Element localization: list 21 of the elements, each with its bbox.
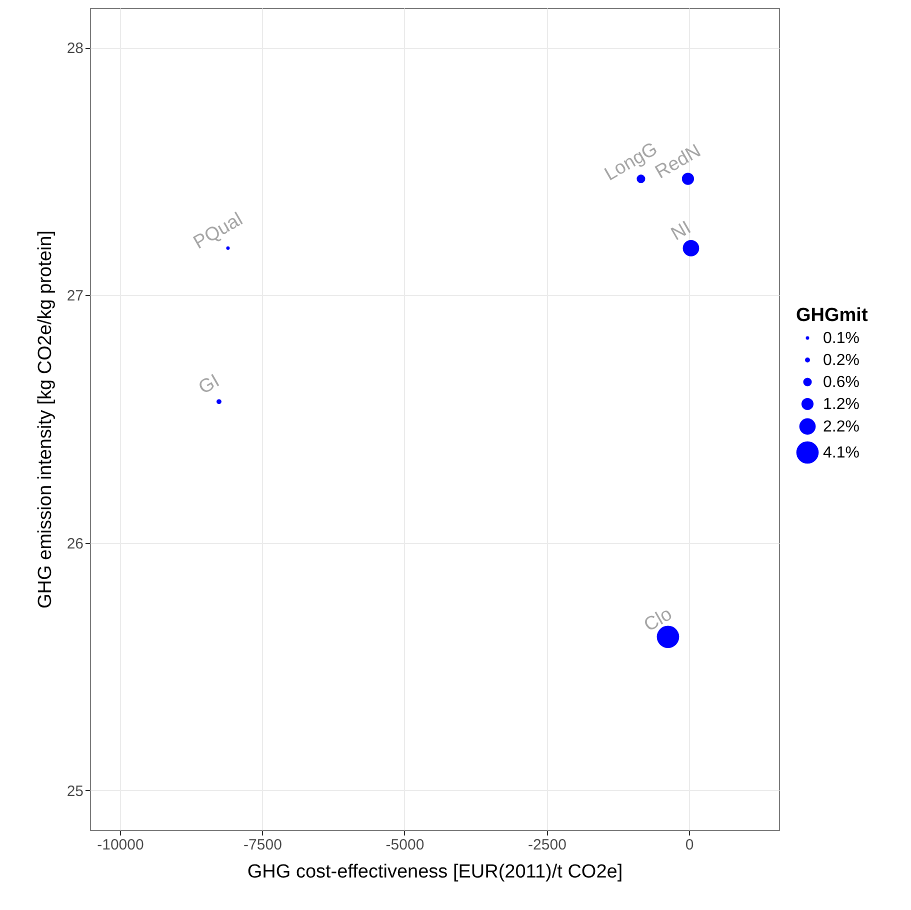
- annotation: GI: [195, 370, 224, 399]
- annotation: NI: [668, 217, 695, 246]
- legend-label: 0.6%: [823, 374, 860, 391]
- y-tick-label: 26: [66, 535, 84, 552]
- annotation: Clo: [640, 604, 676, 636]
- y-tick-label: 25: [66, 782, 84, 800]
- legend-label: 4.1%: [823, 444, 860, 462]
- y-tick-label: 28: [66, 40, 84, 58]
- legend-label: 0.2%: [823, 352, 860, 369]
- legend-label: 1.2%: [823, 396, 860, 413]
- x-tick-label: -10000: [97, 836, 144, 854]
- y-axis-title: GHG emission intensity [kg CO2e/kg protein]: [34, 230, 56, 609]
- x-tick-label: -2500: [528, 836, 566, 854]
- x-axis-title: GHG cost-effectiveness [EUR(2011)/t CO2e]: [247, 862, 623, 882]
- x-tick-label: -5000: [386, 836, 424, 854]
- x-tick-label: 0: [685, 836, 694, 854]
- x-tick-label: -7500: [244, 836, 282, 854]
- y-tick-label: 27: [66, 288, 84, 305]
- legend-title: GHGmit: [796, 305, 868, 326]
- legend-label: 2.2%: [823, 418, 860, 436]
- legend-label: 0.1%: [823, 330, 860, 347]
